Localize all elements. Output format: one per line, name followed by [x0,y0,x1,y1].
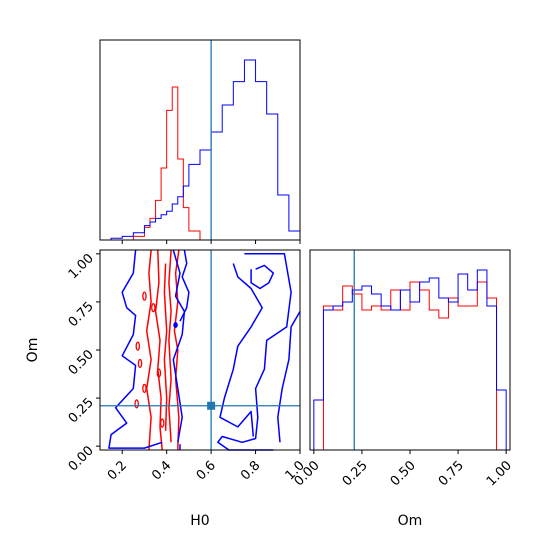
om-tick-label: 0.50 [66,347,97,378]
red-contour-island [142,291,147,301]
red-contour-island [156,368,162,378]
blue-contour-inner-right [219,263,263,437]
om-tick-label: 0.75 [66,299,97,330]
blue-contour-edge-right [277,311,301,443]
om-hist-tick-label: 0.75 [436,458,467,489]
h0-hist-series-blue [100,59,301,241]
y-axis-label-om: Om [25,338,41,363]
h0-tick-label: 0.2 [105,458,130,483]
om-hist-tick-label: 0.25 [340,458,371,489]
blue-contour-inner-loop [250,264,275,290]
h0-hist-frame [99,39,301,241]
red-contour-outer-left [145,249,152,451]
om-hist-tick-label: 1.00 [484,458,515,489]
x-axis-label-h0: H0 [190,513,209,529]
red-contour-island [135,341,141,351]
h0-tick-label: 0.6 [194,458,219,483]
red-contour-island [142,383,147,394]
x-axis-label-om: Om [398,513,423,529]
blue-contour-island [173,322,178,328]
om-tick-label: 0.00 [66,443,97,474]
blue-contour-upper [179,249,190,322]
red-contour-island [134,399,139,409]
red-contour-island [151,303,156,313]
red-contour-island [137,358,143,369]
om-hist-frame [309,249,511,451]
blue-contour-outer-right [217,253,292,451]
red-contour-mid-right [168,249,172,443]
blue-contour-outer-mid [172,249,186,443]
om-hist-tick-label: 0.50 [388,458,419,489]
h0-tick-label: 0.4 [149,458,174,483]
red-contour-island [159,418,165,428]
contour-truth-marker [207,401,216,410]
h0-tick-label: 0.8 [238,458,263,483]
red-contour-outer-right [173,249,180,451]
om-tick-label: 0.25 [66,395,97,426]
om-hist-series-blue [313,269,507,450]
om-histogram-panel: 0.00 0.25 0.50 0.75 1.00 [292,249,515,489]
om-tick-label: 1.00 [66,251,97,282]
red-contour-inner [163,263,168,431]
h0-om-contour-panel: 0.2 0.4 0.6 0.8 1.00.000.250.500.751.00 [66,249,308,483]
blue-contour-outer-left [108,249,163,449]
om-hist-series-red [313,281,507,451]
h0-histogram-panel [99,39,301,244]
